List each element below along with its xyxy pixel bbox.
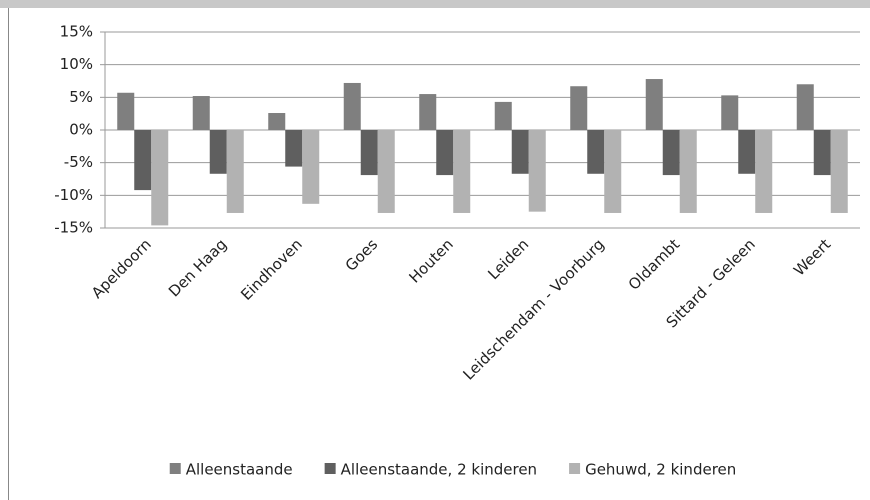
legend-swatch [169,463,181,474]
y-tick-label: 15% [60,23,93,41]
x-tick-label: Oldambt [625,235,684,294]
bar [645,79,663,130]
legend-label: Alleenstaande, 2 kinderen [341,461,537,479]
bar [604,130,622,213]
bar [587,130,605,174]
x-tick-label: Goes [342,235,382,275]
legend-label: Gehuwd, 2 kinderen [585,461,736,479]
bar [436,130,454,176]
bar [494,101,512,130]
bar [570,86,588,130]
x-tick-label: Leiden [484,235,532,283]
x-tick-label: Den Haag [165,235,230,300]
bar [302,130,320,204]
y-tick-label: -15% [54,219,93,237]
legend-label: Alleenstaande [186,461,293,479]
title-strip [0,0,870,8]
x-tick-label: Eindhoven [237,235,306,304]
y-tick-label: -5% [64,153,93,171]
bar [268,113,286,130]
bar [738,130,756,174]
y-tick-label: 0% [69,121,93,139]
bar [721,95,739,130]
bar [528,130,546,212]
bar [209,130,227,174]
bar [755,130,773,213]
bar [117,92,135,130]
bar [679,130,697,213]
bar [285,130,303,167]
x-tick-label: Leidschendam - Voorburg [460,235,608,383]
x-tick-label: Houten [405,235,456,286]
y-tick-label: -10% [54,186,93,204]
bar [343,82,361,130]
bar [813,130,831,176]
bar [662,130,680,176]
bar [360,130,378,176]
y-tick-label: 10% [60,55,93,73]
x-tick-label: Apeldoorn [88,235,155,302]
x-tick-label: Weert [790,235,834,279]
legend-swatch [569,463,581,474]
bar [151,130,169,226]
bar [134,130,152,191]
legend-swatch [324,463,336,474]
bar [511,130,529,174]
bar [192,96,210,130]
bar [796,84,814,130]
y-tick-label: 5% [69,88,93,106]
bar [419,94,437,130]
bar [377,130,395,213]
bar [830,130,848,213]
bar [453,130,471,213]
bar [226,130,244,213]
